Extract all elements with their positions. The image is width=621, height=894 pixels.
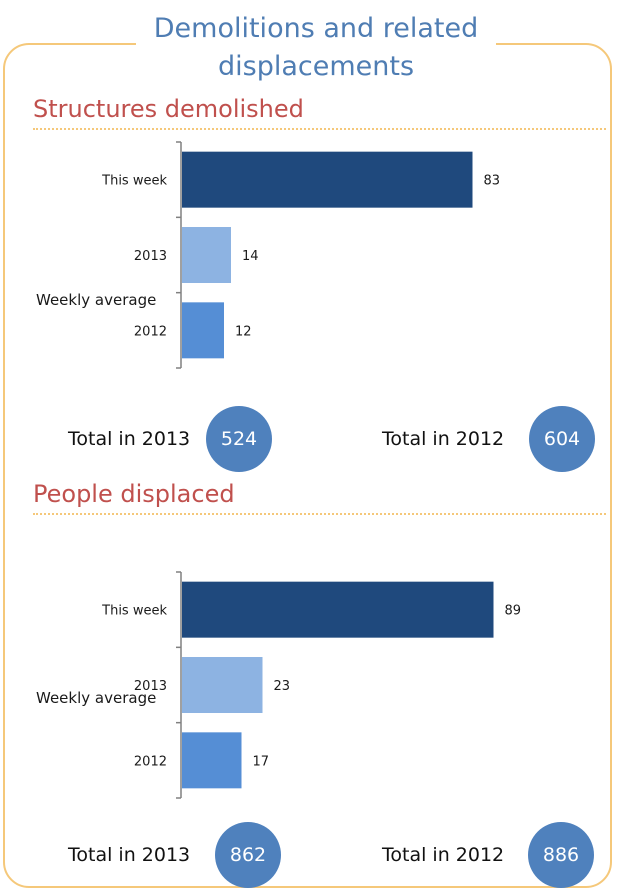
category-tick-label: This week [101,174,167,189]
total-2012-label: Total in 2012 [382,428,505,450]
bar-value-label: 17 [253,754,270,769]
section-divider [33,128,606,130]
total-2013-badge: 862 [215,822,281,888]
bar-this-week [182,151,473,208]
page-title: Demolitions and related displacements [153,13,479,82]
weekly-average-label: Weekly average [36,689,157,707]
bar-value-label: 23 [274,679,291,694]
total-2013-badge: 524 [206,406,272,472]
bar-this-week [182,581,494,638]
section-title-structures: Structures demolished [33,95,304,123]
category-tick-label: This week [101,604,167,619]
total-2012-badge: 604 [529,406,595,472]
total-2013-label: Total in 2013 [68,428,191,450]
section-title-people: People displaced [33,480,235,508]
section-divider [33,513,606,515]
bar-2012 [182,302,224,359]
structures-chart-svg: This week 83 2013 14 2012 12 [101,141,501,369]
bar-2013 [182,657,263,713]
people-chart: This week 89 2013 23 2012 17 [0,570,621,800]
title-mask [136,0,496,90]
total-2012-label: Total in 2012 [382,844,505,866]
bar-2012 [182,732,242,789]
category-tick-label: 2013 [134,249,167,264]
weekly-average-label: Weekly average [36,291,157,309]
people-chart-svg: This week 89 2013 23 2012 17 [101,571,522,799]
category-tick-label: 2012 [134,324,167,339]
bar-value-label: 12 [235,324,252,339]
bar-2013 [182,227,231,283]
category-tick-label: 2012 [134,754,167,769]
total-2012-badge: 886 [528,822,594,888]
bar-value-label: 83 [484,174,501,189]
structures-chart: This week 83 2013 14 2012 12 [0,140,621,370]
bar-value-label: 14 [242,249,259,264]
bar-value-label: 89 [505,604,522,619]
category-tick-label: 2013 [134,679,167,694]
total-2013-label: Total in 2013 [68,844,191,866]
